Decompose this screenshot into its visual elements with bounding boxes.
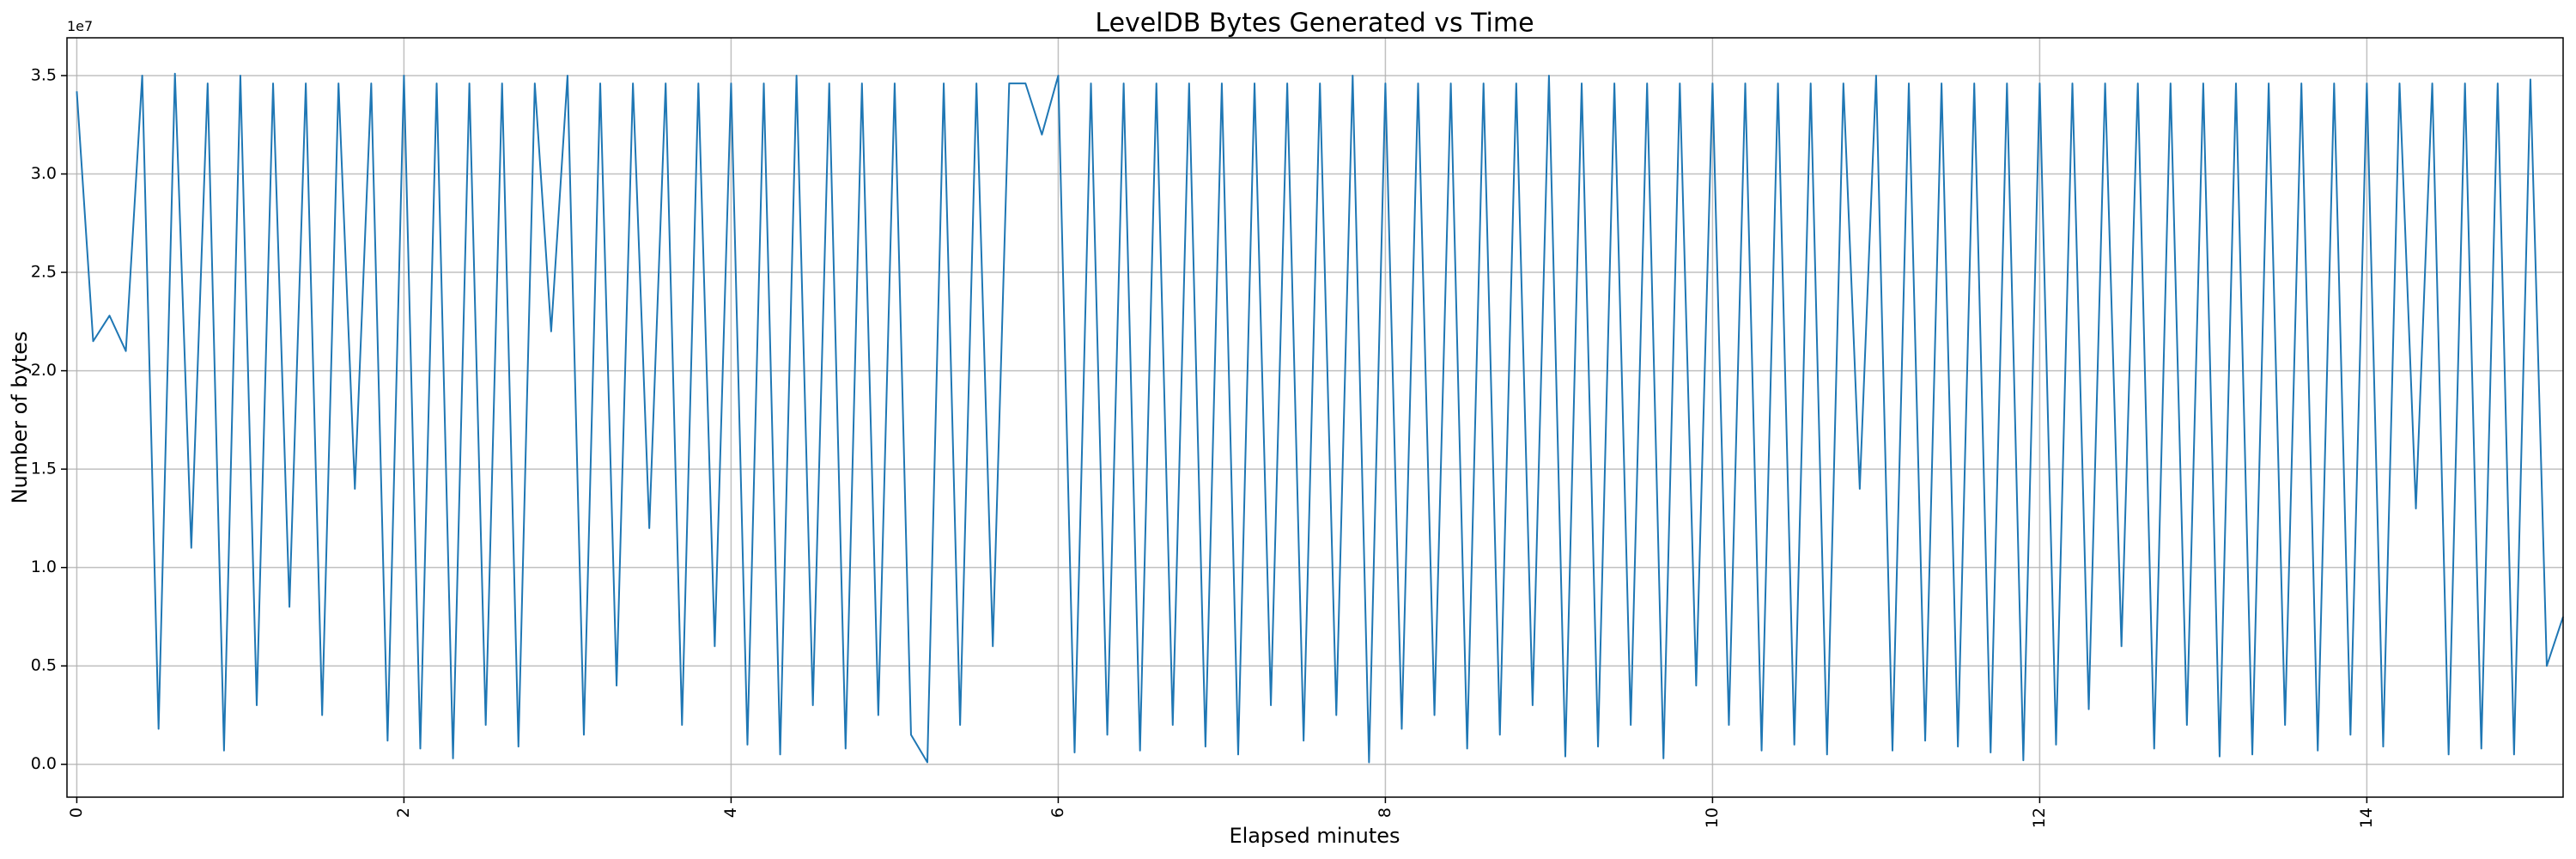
x-tick-label: 6 bbox=[1048, 807, 1067, 818]
x-axis-label: Elapsed minutes bbox=[1229, 824, 1400, 848]
y-axis-label: Number of bytes bbox=[8, 332, 32, 504]
y-tick-label: 2.0 bbox=[31, 361, 57, 380]
data-line bbox=[76, 72, 2564, 764]
y-tick-label: 1.0 bbox=[31, 557, 57, 576]
y-offset-label: 1e7 bbox=[67, 18, 93, 34]
x-tick-label: 2 bbox=[394, 807, 413, 818]
y-tick-label: 0.5 bbox=[31, 656, 57, 675]
plot-frame bbox=[66, 37, 2564, 798]
y-tick-label: 0.0 bbox=[31, 754, 57, 773]
y-tick-label: 3.0 bbox=[31, 164, 57, 183]
y-tick-label: 1.5 bbox=[31, 460, 57, 478]
x-tick-label: 8 bbox=[1376, 807, 1394, 818]
chart-title: LevelDB Bytes Generated vs Time bbox=[1095, 9, 1534, 39]
y-tick-label: 3.5 bbox=[31, 65, 57, 84]
y-tick-label: 2.5 bbox=[31, 263, 57, 282]
x-tick-label: 4 bbox=[721, 807, 740, 818]
x-tick-label: 10 bbox=[1703, 807, 1722, 828]
x-tick-label: 0 bbox=[67, 807, 86, 818]
x-tick-label: 12 bbox=[2030, 807, 2049, 828]
x-tick-label: 14 bbox=[2357, 807, 2376, 828]
